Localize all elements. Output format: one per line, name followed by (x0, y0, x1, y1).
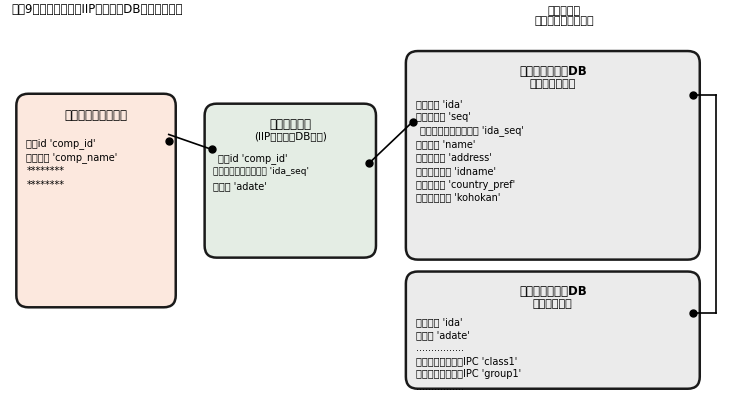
Text: 外部データ: 外部データ (548, 7, 581, 16)
Text: 公開・公表の筆頭IPC 'class1': 公開・公表の筆頭IPC 'class1' (416, 356, 517, 366)
Text: 出願番号 'ida': 出願番号 'ida' (416, 317, 462, 327)
Text: 国県コード 'country_pref': 国県コード 'country_pref' (416, 179, 515, 190)
Text: 出願番号 'ida': 出願番号 'ida' (416, 99, 462, 109)
Text: 出願番号＋出願人順序 'ida_seq': 出願番号＋出願人順序 'ida_seq' (213, 167, 308, 176)
Text: ＩＩＰパテントDB: ＩＩＰパテントDB (519, 65, 587, 78)
Text: 出願人コード 'idname': 出願人コード 'idname' (416, 166, 496, 176)
Text: ................: ................ (416, 382, 464, 392)
Text: ********: ******** (26, 180, 64, 190)
Text: ********: ******** (26, 166, 64, 176)
Text: 国内特許出願データ: 国内特許出願データ (534, 16, 594, 26)
Text: 出願番号＋出願人順序 'ida_seq': 出願番号＋出願人順序 'ida_seq' (420, 126, 524, 136)
Text: 出願人住所 'address': 出願人住所 'address' (416, 152, 491, 162)
Text: 公開・公表の筆頭IPC 'group1': 公開・公表の筆頭IPC 'group1' (416, 369, 521, 379)
Text: ................: ................ (416, 343, 464, 353)
Text: 企業名称 'comp_name': 企業名称 'comp_name' (26, 152, 118, 163)
Text: 偽法官コード 'kohokan': 偽法官コード 'kohokan' (416, 193, 500, 203)
Text: 出願人順序 'seq': 出願人順序 'seq' (416, 112, 471, 122)
Text: 出願人名 'name': 出願人名 'name' (416, 139, 475, 149)
Text: 企業id 'comp_id': 企業id 'comp_id' (218, 153, 287, 164)
Text: 出願テーブル: 出願テーブル (533, 299, 573, 309)
Text: (IIPパテントDB対応): (IIPパテントDB対応) (254, 131, 327, 142)
FancyBboxPatch shape (406, 51, 700, 259)
Text: 出願人テーブル: 出願人テーブル (530, 79, 576, 89)
FancyBboxPatch shape (406, 272, 700, 389)
Text: 出願日 'adate': 出願日 'adate' (416, 330, 470, 340)
Text: 企業id 'comp_id': 企業id 'comp_id' (26, 138, 96, 149)
FancyBboxPatch shape (205, 104, 376, 257)
Text: 接続テーブル: 接続テーブル (269, 118, 311, 131)
Text: 企業名辞書テーブル: 企業名辞書テーブル (64, 109, 127, 122)
Text: 図表9　企業名辞書とIIPパテントDBとの接続方法: 図表9 企業名辞書とIIPパテントDBとの接続方法 (11, 3, 183, 16)
FancyBboxPatch shape (16, 94, 176, 307)
Text: ＩＩＰパテントDB: ＩＩＰパテントDB (519, 286, 587, 298)
Text: 出願日 'adate': 出願日 'adate' (213, 181, 266, 191)
